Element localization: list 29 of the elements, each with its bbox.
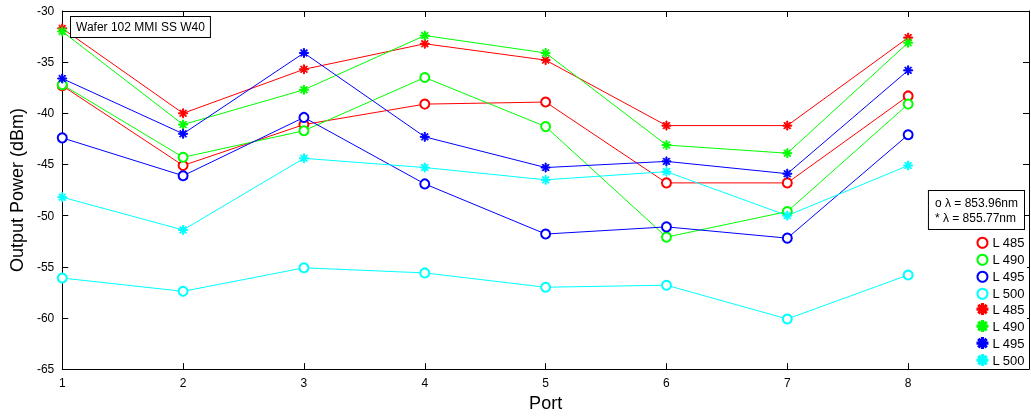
y-axis-title: Output Power (dBm) bbox=[7, 108, 27, 273]
x-tick-label: 7 bbox=[783, 376, 791, 391]
y-tick-label: -30 bbox=[36, 4, 55, 18]
x-tick-label: 3 bbox=[300, 376, 308, 391]
annotation: o λ = 853.96nm bbox=[934, 195, 1019, 210]
legend-label: L 500 bbox=[992, 286, 1025, 302]
x-tick-label: 5 bbox=[542, 376, 550, 391]
x-axis-title: Port bbox=[529, 393, 563, 413]
legend-label: L 490 bbox=[992, 252, 1025, 268]
x-tick-label: 1 bbox=[58, 376, 66, 391]
legend-label: L 495 bbox=[992, 269, 1025, 285]
x-tick-label: 2 bbox=[179, 376, 187, 391]
legend-label: L 485 bbox=[992, 301, 1025, 317]
y-tick-label: -40 bbox=[36, 106, 55, 121]
legend-label: L 490 bbox=[992, 318, 1025, 334]
x-tick-label: 4 bbox=[421, 376, 429, 391]
y-tick-label: -50 bbox=[36, 208, 55, 223]
legend-label: L 500 bbox=[992, 352, 1025, 368]
x-tick-label: 8 bbox=[904, 376, 912, 391]
y-tick-label: -45 bbox=[36, 157, 55, 172]
legend-label: L 495 bbox=[992, 335, 1025, 351]
y-tick-label: -60 bbox=[36, 310, 55, 325]
annotation: * λ = 855.77nm bbox=[934, 210, 1017, 225]
y-tick-label: -55 bbox=[36, 259, 55, 274]
annotation: Wafer 102 MMI SS W40 bbox=[76, 20, 206, 34]
legend-label: L 485 bbox=[992, 235, 1025, 251]
x-tick-label: 6 bbox=[663, 376, 671, 391]
y-tick-label: -65 bbox=[36, 362, 55, 377]
y-tick-label: -35 bbox=[36, 55, 55, 70]
